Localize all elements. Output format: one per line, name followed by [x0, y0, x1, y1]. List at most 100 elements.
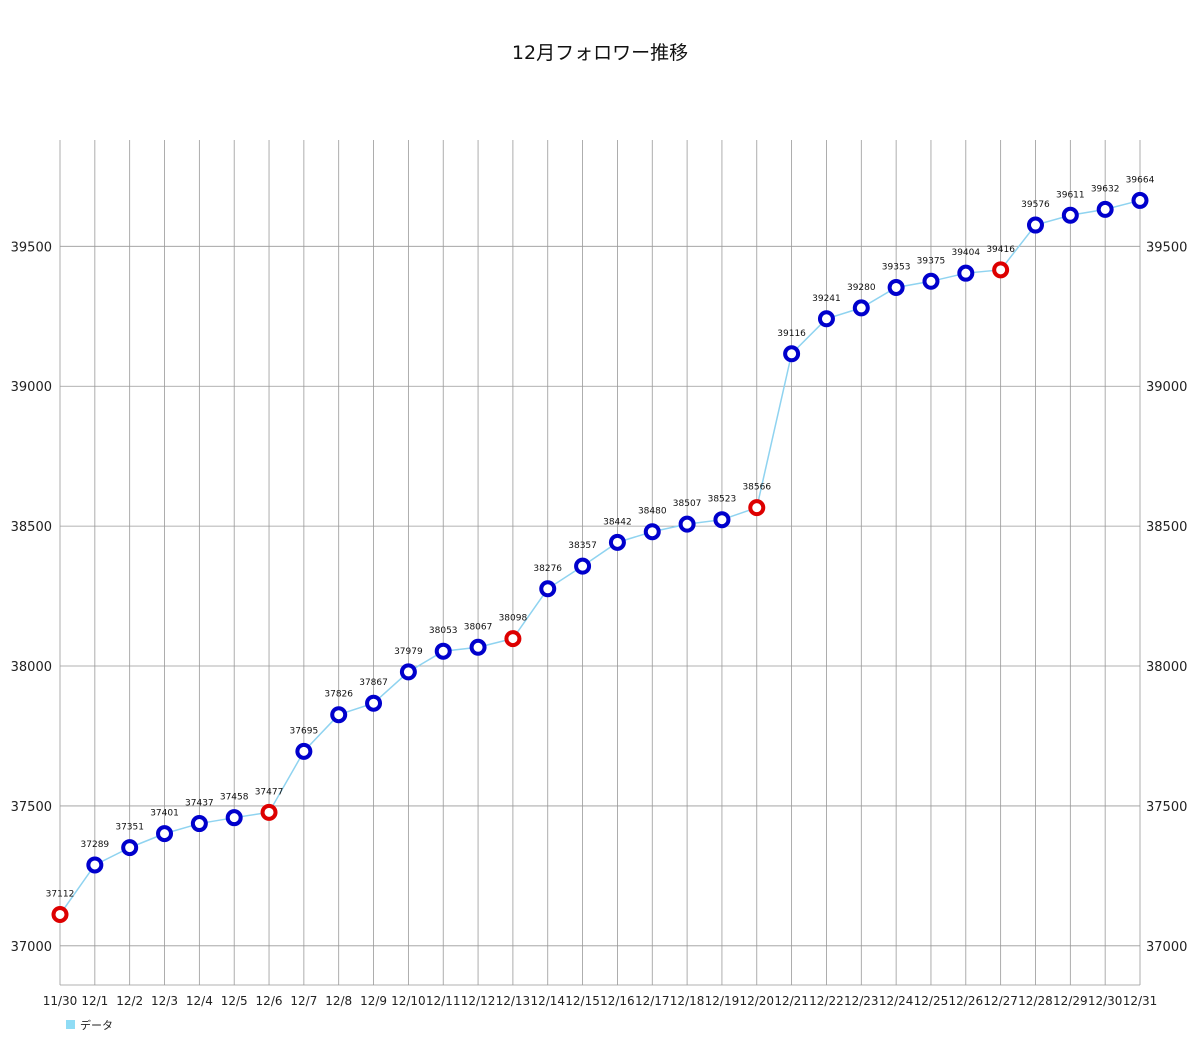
data-label: 39280: [847, 283, 876, 293]
legend: データ: [66, 1018, 113, 1032]
x-tick-label: 12/10: [391, 994, 426, 1008]
x-tick-label: 12/23: [844, 994, 879, 1008]
data-label: 37112: [46, 889, 75, 899]
data-label: 37458: [220, 793, 249, 803]
data-point: [504, 630, 522, 648]
x-tick-label: 11/30: [43, 994, 78, 1008]
x-tick-label: 12/14: [530, 994, 565, 1008]
x-tick-label: 12/11: [426, 994, 461, 1008]
data-point: [539, 580, 557, 598]
data-point: [469, 638, 487, 656]
series-line-layer: [59, 199, 1141, 915]
x-tick-label: 12/21: [774, 994, 809, 1008]
data-label: 39404: [951, 248, 980, 258]
data-label: 37979: [394, 647, 423, 657]
data-label: 38480: [638, 507, 667, 517]
x-tick-label: 12/1: [81, 994, 108, 1008]
y-tick-label-right: 37000: [1146, 940, 1187, 955]
data-points: [51, 191, 1149, 923]
x-tick-label: 12/30: [1088, 994, 1123, 1008]
data-label: 38523: [708, 495, 737, 505]
x-tick-label: 12/18: [670, 994, 705, 1008]
data-label: 38357: [568, 541, 597, 551]
chart-title: 12月フォロワー推移: [512, 42, 688, 64]
data-point: [399, 663, 417, 681]
y-tick-label-right: 39000: [1146, 380, 1187, 395]
y-tick-label-left: 38500: [11, 520, 52, 535]
data-point: [260, 803, 278, 821]
data-point: [887, 278, 905, 296]
y-tick-label-right: 38000: [1146, 660, 1187, 675]
data-point: [190, 815, 208, 833]
data-point: [1061, 206, 1079, 224]
data-point: [295, 742, 313, 760]
data-label: 39116: [777, 329, 806, 339]
x-tick-label: 12/7: [290, 994, 317, 1008]
data-label: 38053: [429, 626, 458, 636]
x-tick-label: 12/29: [1053, 994, 1088, 1008]
data-point: [713, 511, 731, 529]
x-tick-label: 12/20: [739, 994, 774, 1008]
data-point: [992, 261, 1010, 279]
y-tick-label-left: 39500: [11, 240, 52, 255]
data-point: [748, 499, 766, 517]
data-point: [643, 523, 661, 541]
data-label: 37867: [359, 678, 388, 688]
x-tick-label: 12/26: [949, 994, 984, 1008]
data-label: 38566: [742, 483, 771, 493]
x-tick-label: 12/6: [256, 994, 283, 1008]
x-axis-ticks: 11/30 12/1 12/2 12/3 12/4 12/5 12/6 12/7 12/8 12/…: [43, 994, 1158, 1008]
y-axis-ticks: 37000 37000 37500 37500 38000 38000 38500 38500…: [11, 240, 1188, 955]
data-label: 38442: [603, 517, 632, 527]
data-point: [365, 694, 383, 712]
data-point: [51, 905, 69, 923]
data-label: 37289: [81, 840, 110, 850]
series-line: [59, 199, 1141, 915]
data-point: [817, 310, 835, 328]
y-tick-label-left: 37500: [11, 800, 52, 815]
x-tick-label: 12/31: [1123, 994, 1158, 1008]
x-tick-label: 12/28: [1018, 994, 1053, 1008]
data-point: [121, 839, 139, 857]
data-point: [330, 706, 348, 724]
data-label: 39353: [882, 262, 911, 272]
data-point: [86, 856, 104, 874]
data-label: 39611: [1056, 190, 1085, 200]
x-tick-label: 12/4: [186, 994, 213, 1008]
x-tick-label: 12/8: [325, 994, 352, 1008]
y-tick-label-right: 37500: [1146, 800, 1187, 815]
x-tick-label: 12/24: [879, 994, 914, 1008]
data-label: 38098: [499, 614, 528, 624]
data-label: 37437: [185, 799, 214, 809]
data-point: [922, 272, 940, 290]
grid: [59, 140, 1141, 986]
data-label: 39416: [986, 245, 1015, 255]
data-point: [957, 264, 975, 282]
x-tick-label: 12/12: [461, 994, 496, 1008]
y-tick-label-right: 39500: [1146, 240, 1187, 255]
data-label: 38507: [673, 499, 702, 509]
y-tick-label-left: 38000: [11, 660, 52, 675]
x-tick-label: 12/16: [600, 994, 635, 1008]
legend-label: データ: [80, 1018, 113, 1032]
data-label: 39375: [917, 256, 946, 266]
data-label: 39632: [1091, 184, 1120, 194]
x-tick-label: 12/17: [635, 994, 670, 1008]
x-tick-label: 12/25: [914, 994, 949, 1008]
data-label: 38276: [533, 564, 562, 574]
x-tick-label: 12/3: [151, 994, 178, 1008]
data-point: [1131, 191, 1149, 209]
x-tick-label: 12/27: [983, 994, 1018, 1008]
x-tick-label: 12/13: [496, 994, 531, 1008]
data-point: [608, 533, 626, 551]
data-point: [434, 642, 452, 660]
data-label: 38067: [464, 622, 493, 632]
data-label: 39241: [812, 294, 841, 304]
legend-swatch: [66, 1020, 75, 1029]
data-point: [783, 345, 801, 363]
data-point: [225, 809, 243, 827]
data-point: [1026, 216, 1044, 234]
data-label: 37826: [324, 690, 353, 700]
data-point: [678, 515, 696, 533]
